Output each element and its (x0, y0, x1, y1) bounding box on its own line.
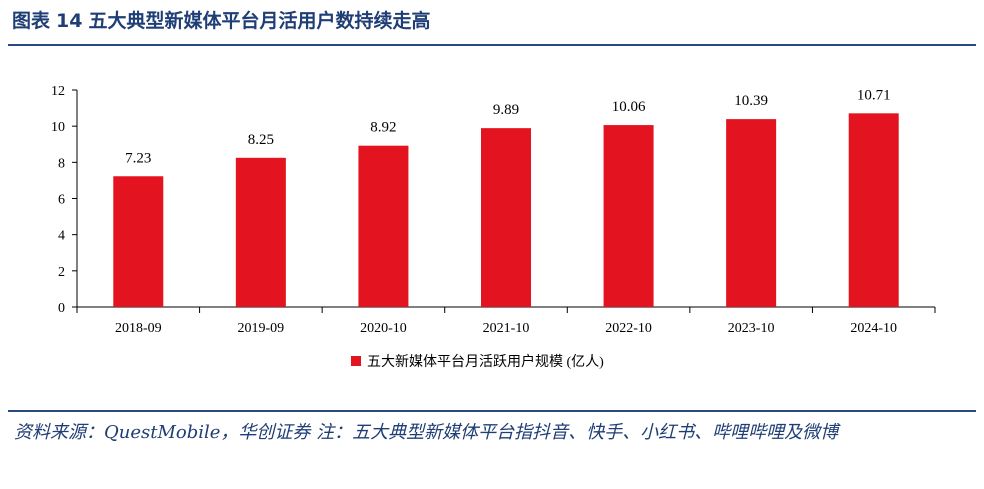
figure-label: 图表 (12, 10, 51, 32)
figure-number: 14 (56, 10, 83, 32)
legend-label: 五大新媒体平台月活跃用户规模 (亿人) (367, 353, 604, 370)
figure-title: 图表 14 五大典型新媒体平台月活用户数持续走高 (12, 6, 430, 33)
chart-value-labels: 7.23 8.25 8.92 9.89 10.06 10.39 10.71 (125, 87, 890, 166)
chart-legend: 五大新媒体平台月活跃用户规模 (亿人) (351, 353, 604, 370)
title-divider (8, 44, 976, 46)
y-tick-label: 8 (58, 156, 65, 171)
bar-2019-09 (235, 157, 286, 307)
data-label: 10.39 (734, 93, 768, 109)
data-label: 7.23 (125, 150, 151, 166)
chart-axes: 0 2 4 6 8 10 12 2018-09 2019-09 2020-10 2021-10 202… (51, 84, 936, 336)
figure-title-text: 五大典型新媒体平台月活用户数持续走高 (88, 10, 431, 32)
source-note: 资料来源：QuestMobile，华创证券 注：五大典型新媒体平台指抖音、快手、… (14, 422, 839, 443)
bar-chart: 0 2 4 6 8 10 12 2018-09 2019-09 2020-10 2021-10 202… (51, 84, 936, 370)
source-divider (8, 410, 976, 412)
x-tick-label: 2018-09 (115, 321, 162, 336)
chart-bars (113, 113, 899, 307)
data-label: 8.92 (370, 120, 396, 136)
legend-swatch (351, 356, 361, 366)
data-label: 9.89 (493, 102, 519, 118)
x-tick-label: 2020-10 (360, 321, 407, 336)
bar-2021-10 (481, 128, 531, 307)
y-tick-label: 6 (58, 193, 65, 208)
x-tick-label: 2024-10 (850, 321, 897, 336)
data-label: 10.06 (612, 99, 646, 115)
x-tick-label: 2019-09 (238, 321, 285, 336)
bar-2024-10 (848, 113, 899, 307)
x-tick-label: 2021-10 (483, 321, 530, 336)
y-tick-label: 0 (58, 301, 65, 316)
data-label: 8.25 (248, 132, 274, 148)
data-label: 10.71 (857, 87, 891, 103)
bar-2020-10 (358, 145, 409, 307)
chart-area: 0 2 4 6 8 10 12 2018-09 2019-09 2020-10 2021-10 202… (40, 60, 980, 405)
bar-2018-09 (113, 176, 164, 307)
y-tick-label: 4 (58, 229, 65, 244)
y-tick-label: 2 (58, 265, 65, 280)
x-tick-label: 2022-10 (605, 321, 652, 336)
y-tick-label: 10 (51, 120, 65, 135)
x-tick-label: 2023-10 (728, 321, 775, 336)
bar-2023-10 (726, 119, 777, 307)
bar-2022-10 (603, 125, 654, 307)
y-tick-label: 12 (51, 84, 65, 99)
